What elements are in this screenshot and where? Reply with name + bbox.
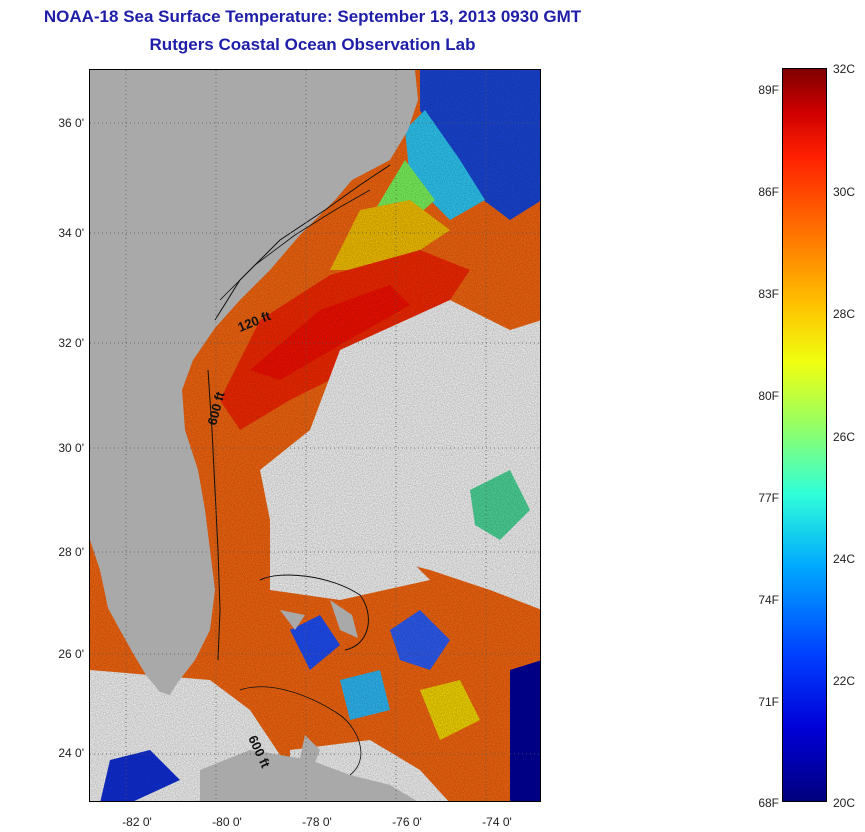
colorbar-fahrenheit-label: 83F <box>758 287 779 301</box>
colorbar-fahrenheit-label: 68F <box>758 796 779 810</box>
colorbar-celsius-label: 22C <box>833 674 856 688</box>
colorbar-celsius-label: 24C <box>833 552 856 566</box>
colorbar-celsius-label: 32C <box>833 62 856 76</box>
lon-tick-label: -80 0' <box>212 815 242 829</box>
map-subtitle: Rutgers Coastal Ocean Observation Lab <box>149 35 476 54</box>
colorbar-fahrenheit-label: 77F <box>758 491 779 505</box>
sst-map: 120 ft 600 ft 600 ft <box>89 69 541 802</box>
contour-120ft <box>214 164 391 321</box>
colorbar-fahrenheit-label: 89F <box>758 83 779 97</box>
colorbar-fahrenheit-label: 71F <box>758 695 779 709</box>
cuba-land <box>200 750 417 801</box>
temperature-colorbar <box>782 68 827 802</box>
lat-tick-label: 28 0' <box>58 545 84 559</box>
lon-tick-label: -74 0' <box>482 815 512 829</box>
graticule <box>90 70 540 801</box>
lat-tick-label: 30 0' <box>58 441 84 455</box>
colorbar-celsius-label: 26C <box>833 430 856 444</box>
lat-tick-label: 34 0' <box>58 226 84 240</box>
lon-tick-label: -82 0' <box>122 815 152 829</box>
colorbar-fahrenheit-label: 74F <box>758 593 779 607</box>
colorbar-fahrenheit-label: 86F <box>758 185 779 199</box>
lon-tick-label: -78 0' <box>302 815 332 829</box>
colorbar-celsius-label: 28C <box>833 307 856 321</box>
colorbar-celsius-label: 20C <box>833 796 856 810</box>
contour-600ft <box>207 369 221 661</box>
land-mass <box>90 70 418 695</box>
lat-tick-label: 24 0' <box>58 746 84 760</box>
lat-tick-label: 32 0' <box>58 336 84 350</box>
lat-tick-label: 26 0' <box>58 647 84 661</box>
colorbar-celsius-label: 30C <box>833 185 856 199</box>
bahamas-land <box>330 600 358 638</box>
sst-map-canvas: 120 ft 600 ft 600 ft <box>90 70 540 801</box>
colorbar-fahrenheit-label: 80F <box>758 389 779 403</box>
lat-tick-label: 36 0' <box>58 116 84 130</box>
lon-tick-label: -76 0' <box>392 815 422 829</box>
map-title: NOAA-18 Sea Surface Temperature: Septemb… <box>43 7 582 26</box>
